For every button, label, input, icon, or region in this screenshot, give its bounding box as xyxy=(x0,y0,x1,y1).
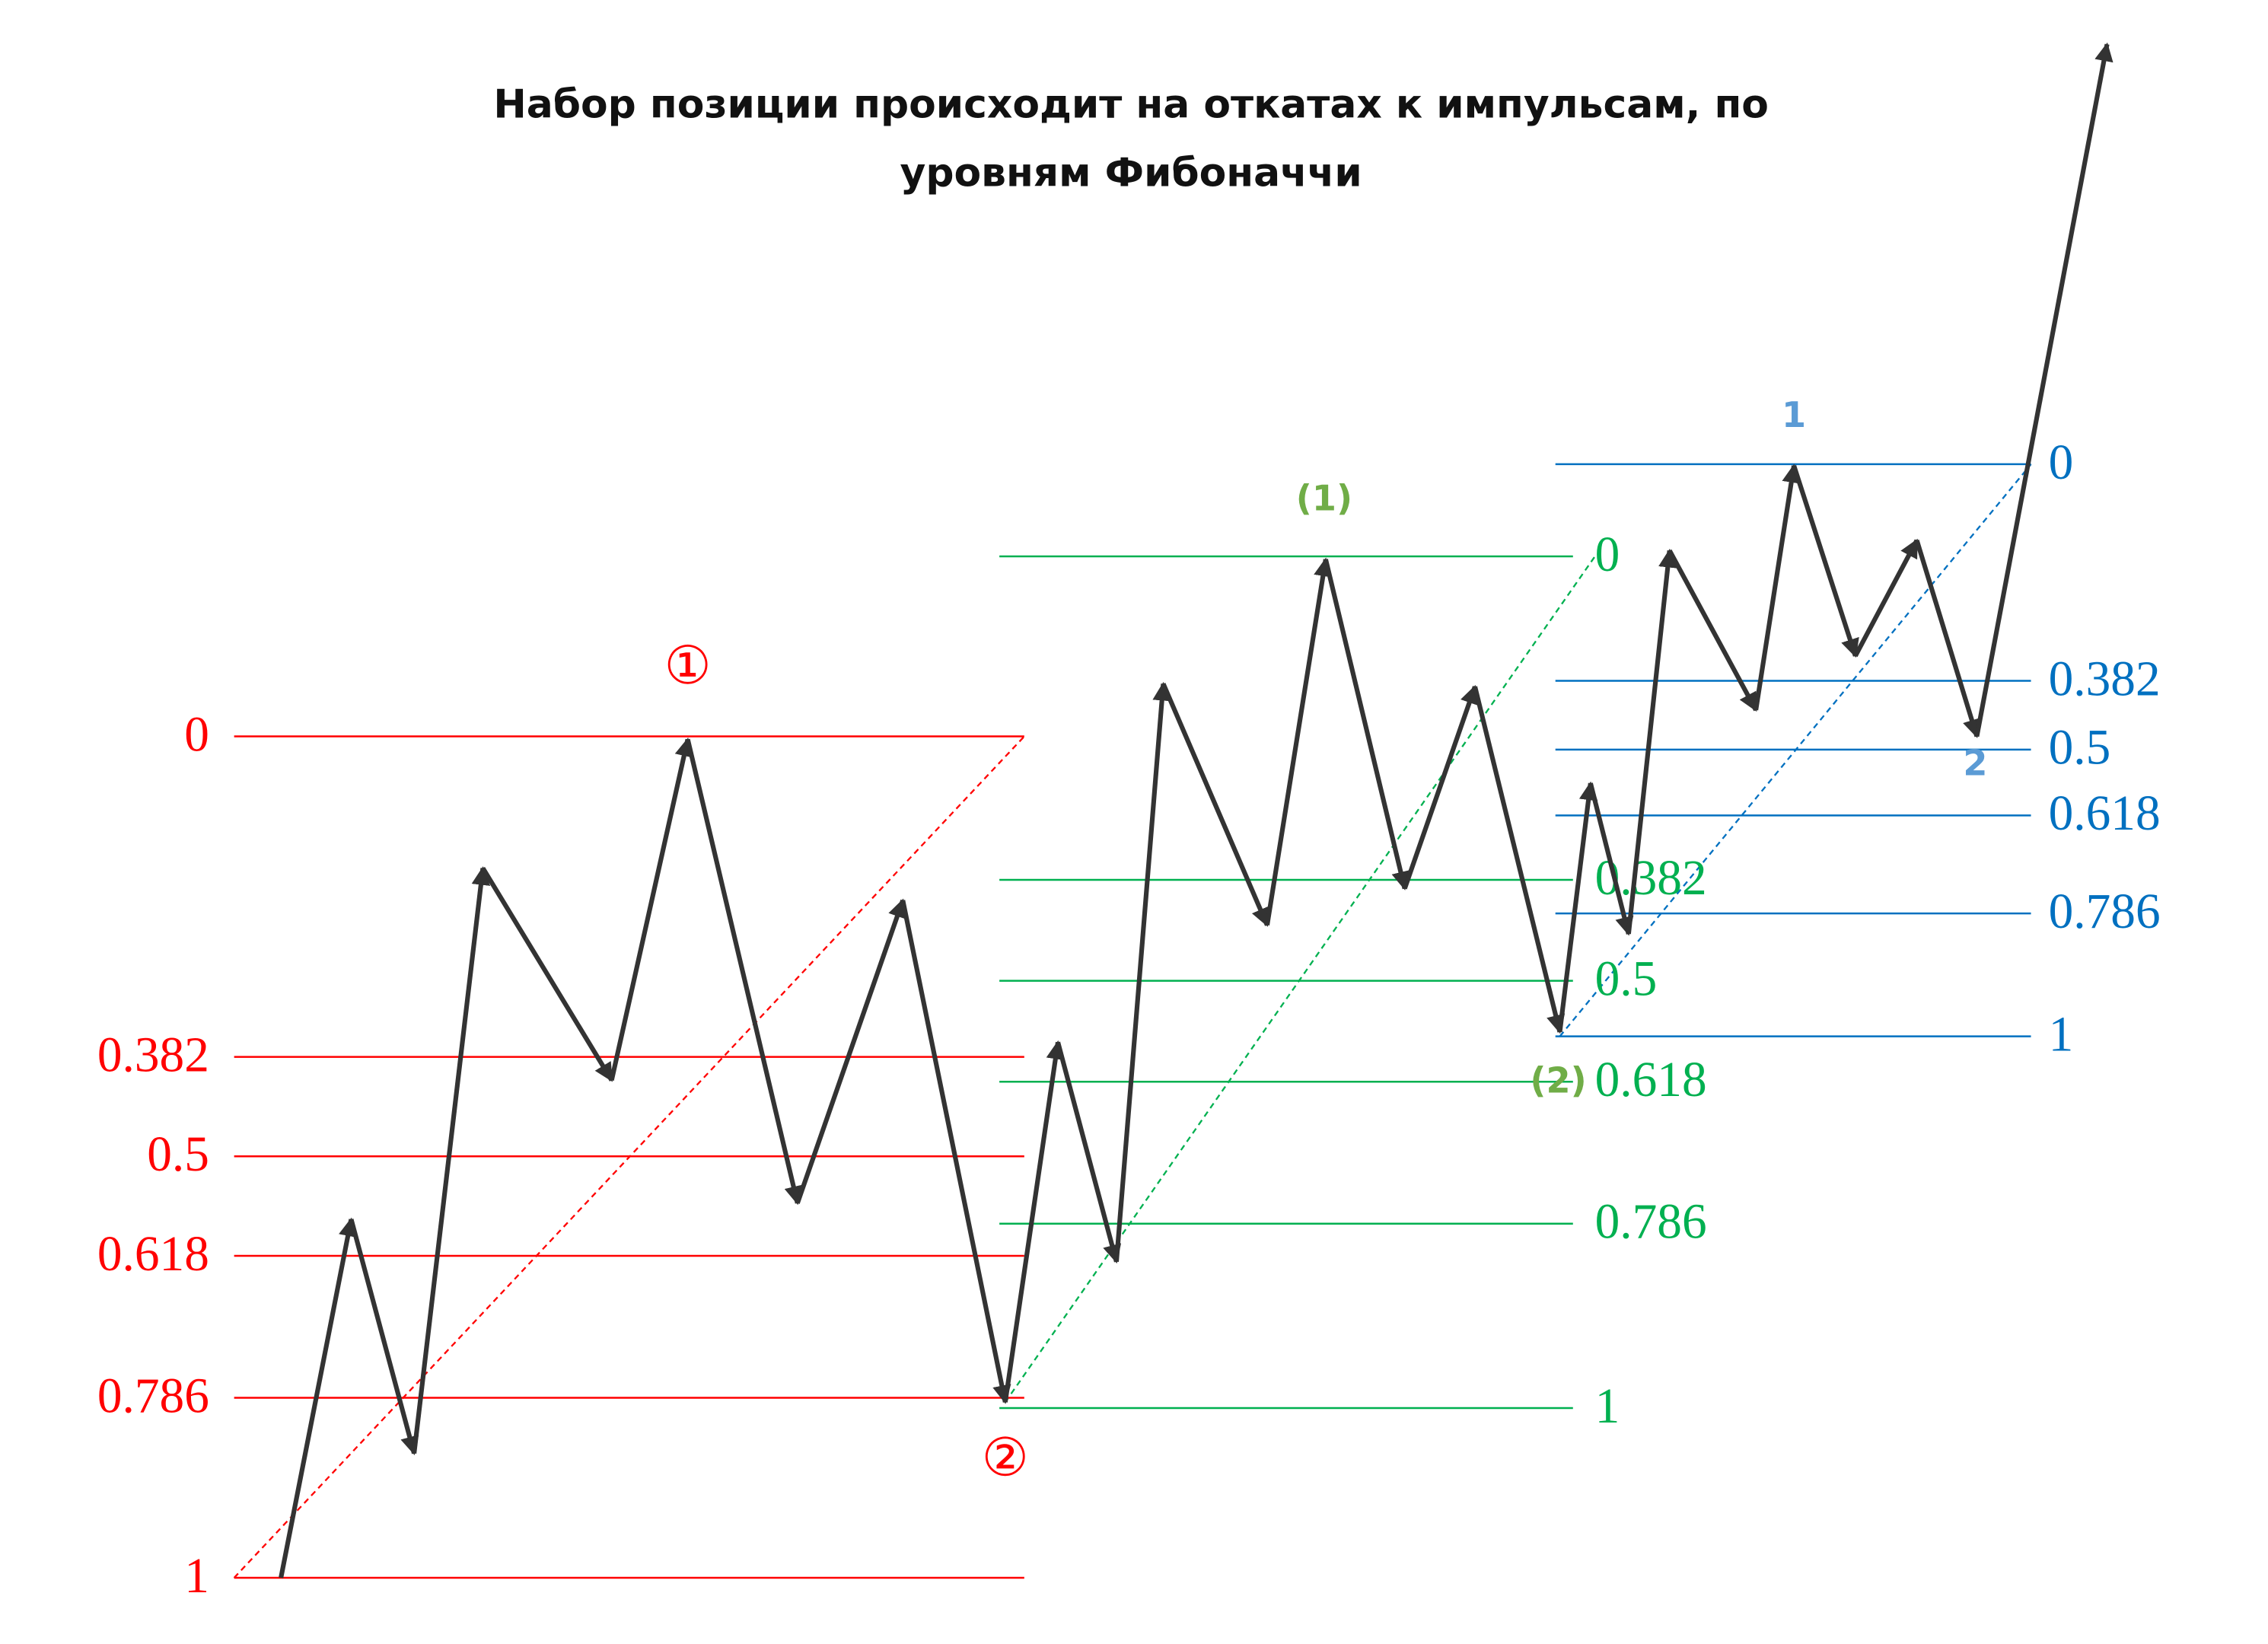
fib-levels: 0 0.382 0.5 0.618 0.786 1 ① ② 0 0.382 0.5 0.618 0.78… xyxy=(97,394,2161,1604)
price-segment xyxy=(1974,42,2114,738)
price-segment xyxy=(1264,557,1333,926)
price-segment xyxy=(1402,684,1479,890)
wave-label: ① xyxy=(664,636,712,696)
price-segment xyxy=(685,738,803,1206)
price-segment xyxy=(412,866,491,1454)
title-line: Набор позиции происходит на откатах к им… xyxy=(493,81,1769,127)
fib-level-label: 0.5 xyxy=(2049,721,2111,776)
price-segment xyxy=(1626,548,1677,935)
fib-level-label: 0.382 xyxy=(97,1028,209,1082)
wave-label: ② xyxy=(982,1427,1029,1488)
fib-level-label: 0.5 xyxy=(1595,951,1658,1006)
price-segment xyxy=(1113,681,1171,1262)
price-segment xyxy=(609,737,693,1082)
fib-level-label: 0.5 xyxy=(147,1127,209,1182)
wave-label: (2) xyxy=(1530,1060,1586,1101)
price-segment xyxy=(349,1219,419,1455)
fib-level-label: 1 xyxy=(2049,1008,2074,1063)
price-segment xyxy=(795,898,906,1204)
wave-label: (1) xyxy=(1296,477,1352,518)
price-segment xyxy=(1914,540,1981,738)
fib-level-label: 0.618 xyxy=(97,1227,209,1282)
price-segment xyxy=(1792,464,1859,658)
fib-level-label: 0.618 xyxy=(2049,786,2161,841)
price-segment xyxy=(1557,781,1598,1033)
fib-level-label: 1 xyxy=(1595,1379,1620,1434)
price-path xyxy=(279,42,2114,1579)
fib-level-label: 0.786 xyxy=(2049,884,2161,939)
price-segment xyxy=(1853,538,1919,658)
fib-level-label: 0 xyxy=(1595,527,1620,582)
fib-level-label: 0 xyxy=(2049,435,2074,490)
price-segment xyxy=(1588,782,1634,936)
wave-label: 2 xyxy=(1963,742,1987,783)
price-segment xyxy=(1472,686,1566,1034)
price-segment xyxy=(900,900,1011,1404)
price-segment xyxy=(1754,464,1801,711)
fib-level-label: 0.786 xyxy=(97,1368,209,1423)
price-segment xyxy=(480,866,614,1082)
price-segment xyxy=(1323,559,1410,890)
price-segment xyxy=(1161,683,1269,927)
wave-label: 1 xyxy=(1782,394,1806,435)
title-line: уровням Фибоначчи xyxy=(900,151,1362,196)
fib-level-label: 0 xyxy=(184,707,209,762)
fib-level-label: 0.618 xyxy=(1595,1053,1707,1107)
fib-level-label: 0.382 xyxy=(2049,652,2161,706)
fib-level-label: 1 xyxy=(184,1549,209,1604)
price-segment xyxy=(279,1217,358,1579)
fib-diagonal xyxy=(1004,556,1596,1403)
fib-level-label: 0.786 xyxy=(1595,1195,1707,1250)
price-segment xyxy=(1056,1041,1122,1264)
price-segment xyxy=(1002,1040,1065,1403)
price-segment xyxy=(1667,549,1758,712)
